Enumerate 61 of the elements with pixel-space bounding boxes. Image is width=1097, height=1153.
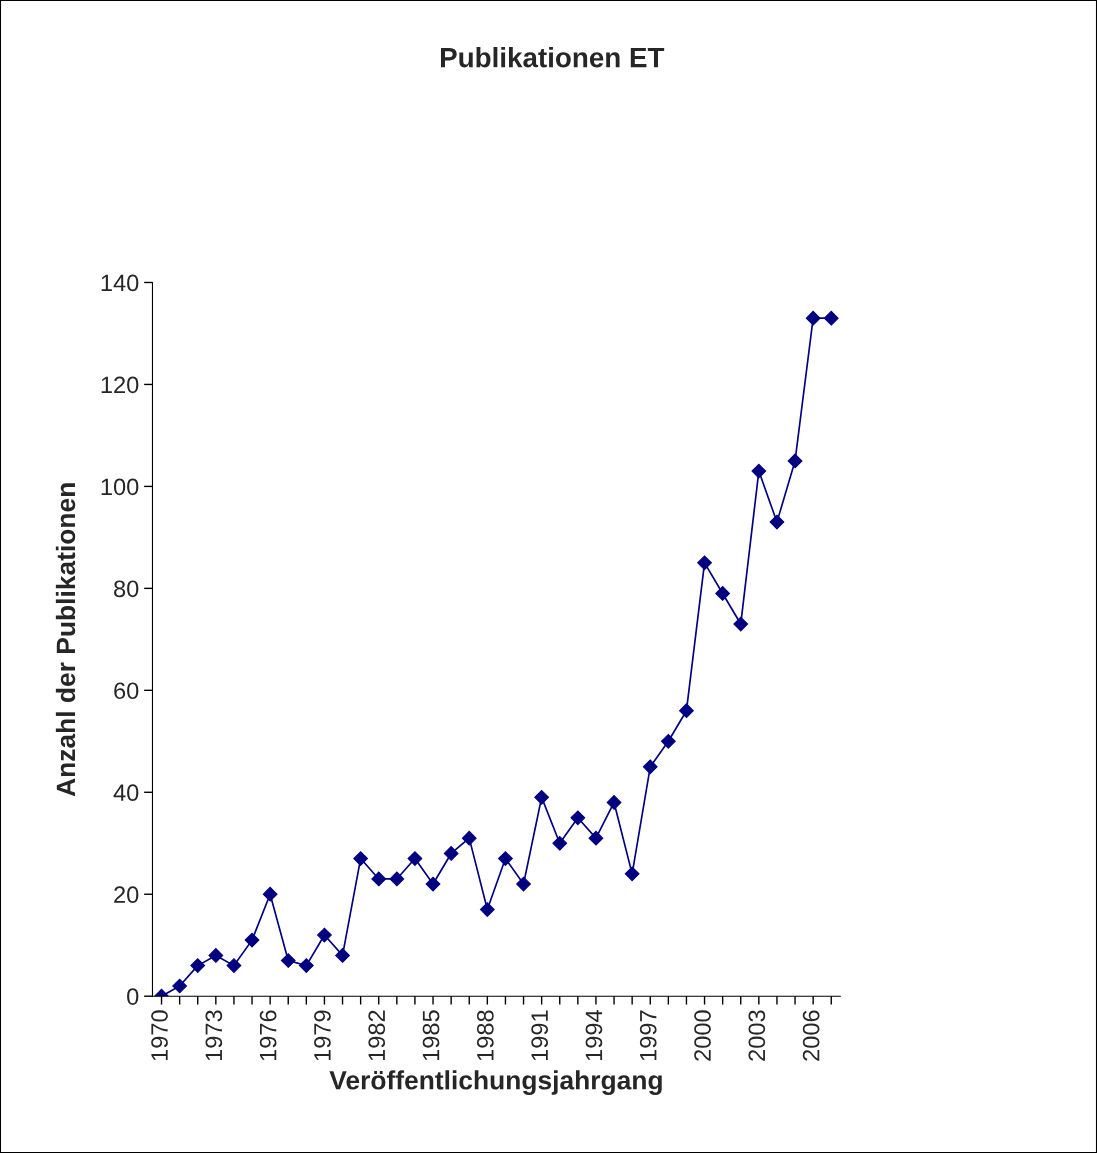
point (425, 876, 441, 892)
x-tick-label: 1979 (314, 1010, 331, 1061)
point (262, 886, 278, 902)
point (298, 958, 314, 973)
point (805, 310, 821, 326)
point (335, 948, 350, 963)
point (516, 876, 531, 892)
point (624, 866, 640, 882)
y-tick-label: 140 (101, 274, 139, 292)
point (552, 835, 568, 851)
point (733, 616, 749, 632)
point (208, 948, 224, 963)
y-tick-label: 100 (101, 478, 139, 496)
point (317, 927, 332, 943)
point (244, 932, 260, 948)
point (769, 514, 785, 530)
x-tick-label: 1994 (585, 1010, 603, 1061)
point (226, 958, 242, 973)
chart-title: Publikationen ET (440, 47, 665, 68)
x-tick-label: 1991 (531, 1010, 548, 1061)
point (570, 810, 586, 826)
x-axis-title: Veröffentlichungsjahrgang (329, 1070, 662, 1095)
y-tick-label: 40 (113, 784, 139, 802)
x-tick-label: 2006 (802, 1010, 820, 1061)
point (823, 310, 839, 326)
point (371, 871, 387, 887)
point (172, 978, 188, 994)
y-tick-label: 60 (114, 682, 139, 700)
point (461, 830, 477, 846)
y-axis-title: Anzahl der Publikationen (55, 483, 76, 797)
point (280, 953, 296, 968)
point (697, 555, 712, 571)
x-tick-label: 2003 (748, 1010, 766, 1061)
y-tick-label: 120 (101, 376, 139, 394)
y-tick-label: 80 (114, 580, 139, 598)
x-tick-label: 1988 (476, 1010, 494, 1061)
x-tick-label: 1985 (422, 1010, 440, 1061)
point (190, 958, 206, 973)
point (787, 453, 803, 469)
point (389, 871, 405, 887)
x-tick-label: 1970 (151, 1010, 168, 1061)
x-tick-label: 1997 (639, 1010, 657, 1061)
point (606, 795, 622, 810)
point (588, 830, 604, 846)
point (479, 902, 495, 917)
point (642, 759, 658, 775)
point (660, 733, 676, 749)
x-tick-label: 1982 (368, 1010, 386, 1061)
point (679, 703, 694, 719)
point (751, 463, 767, 479)
point (715, 586, 731, 601)
x-tick-label: 1973 (205, 1010, 223, 1061)
y-tick-label: 20 (114, 886, 139, 904)
point (534, 789, 550, 805)
x-tick-label: 1976 (259, 1010, 277, 1061)
x-tick-label: 2000 (694, 1010, 711, 1061)
point (443, 846, 459, 861)
point (407, 851, 423, 866)
point (353, 851, 369, 866)
point (498, 851, 513, 866)
y-tick-label: 0 (127, 988, 139, 1005)
